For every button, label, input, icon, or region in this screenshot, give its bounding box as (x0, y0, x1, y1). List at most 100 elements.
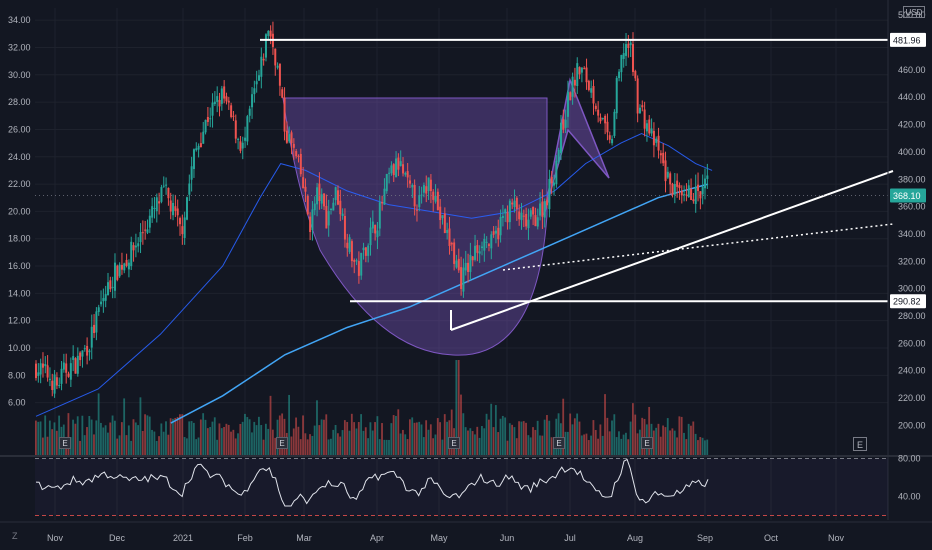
volume-bar (543, 419, 546, 455)
earnings-marker[interactable]: E (448, 437, 460, 449)
candle-body (492, 231, 495, 235)
candle-body (90, 326, 93, 348)
volume-bar (571, 424, 574, 455)
volume-bar (227, 424, 230, 455)
volume-bar (44, 415, 47, 455)
volume-bar (146, 415, 149, 455)
volume-bar (706, 439, 709, 455)
volume-bar (457, 360, 460, 455)
candle-body (429, 179, 432, 192)
cup-shading (282, 97, 548, 356)
candle-body (474, 245, 477, 260)
candle-body (462, 267, 465, 292)
volume-bar (620, 438, 623, 455)
volume-bar (641, 417, 644, 455)
candle-body (513, 200, 516, 208)
earnings-toggle-button[interactable]: E (853, 437, 867, 451)
volume-bar (234, 438, 237, 455)
rsi-band (35, 458, 888, 516)
volume-bar (369, 422, 372, 455)
candle-body (636, 78, 639, 114)
volume-bar (471, 431, 474, 455)
candle-body (369, 227, 372, 246)
candle-body (504, 209, 507, 214)
cup-pattern (282, 77, 610, 356)
candle-body (659, 153, 662, 156)
volume-bar (669, 430, 671, 455)
candle-body (606, 121, 609, 133)
volume-bar (230, 431, 232, 455)
volume-bar (550, 437, 553, 455)
earnings-marker[interactable]: E (641, 437, 653, 449)
volume-bar (139, 397, 142, 455)
candle-body (432, 191, 435, 200)
left-axis-tick: 18.00 (8, 234, 31, 244)
candle-body (241, 142, 244, 149)
candle-body (460, 267, 463, 290)
volume-bar (278, 415, 281, 455)
volume-bar (251, 432, 253, 455)
right-axis-tick: 360.00 (898, 202, 926, 212)
volume-bar (188, 421, 191, 455)
volume-bar (443, 414, 446, 455)
candle-body (206, 116, 209, 122)
candle-body (313, 203, 316, 211)
usd-currency-badge[interactable]: USD (903, 6, 925, 18)
candle-body (515, 197, 518, 210)
candle-body (494, 230, 497, 234)
volume-bar (130, 440, 133, 455)
candle-body (476, 245, 479, 253)
candle-body (511, 202, 514, 205)
candle-body (673, 184, 676, 195)
volume-bar (415, 422, 418, 455)
candle-body (216, 96, 219, 102)
volume-bar (348, 430, 351, 455)
candle-body (46, 365, 49, 378)
volume-bar (204, 419, 207, 455)
month-label: Sep (697, 533, 713, 543)
volume-bar (137, 425, 140, 455)
candle-body (518, 211, 521, 220)
volume-bar (397, 409, 400, 455)
candle-body (439, 206, 442, 221)
volume-bar (564, 431, 567, 455)
volume-bar (51, 429, 54, 455)
candle-body (701, 186, 704, 195)
candle-body (613, 111, 616, 136)
volume-bar (580, 435, 583, 455)
candle-body (130, 241, 133, 267)
volume-bar (355, 428, 358, 455)
candle-body (469, 254, 472, 272)
volume-bar (202, 413, 205, 455)
volume-bar (367, 438, 369, 455)
volume-bars (35, 360, 709, 455)
candle-body (534, 215, 537, 227)
volume-bar (195, 439, 198, 455)
candle-body (543, 200, 546, 218)
month-label: Nov (828, 533, 845, 543)
earnings-marker[interactable]: E (59, 437, 71, 449)
candle-body (501, 216, 504, 218)
left-axis-tick: 30.00 (8, 70, 31, 80)
candle-body (374, 224, 377, 234)
volume-bar (627, 439, 630, 455)
timezone-button[interactable]: Z (12, 531, 18, 541)
candle-body (297, 155, 300, 157)
candle-body (641, 105, 644, 108)
candle-body (625, 44, 628, 56)
month-label: Feb (237, 533, 253, 543)
candle-body (632, 44, 635, 72)
candle-body (237, 138, 240, 140)
volume-bar (185, 438, 188, 455)
earnings-marker[interactable]: E (276, 437, 288, 449)
moving-averages (35, 132, 713, 424)
candle-body (362, 247, 365, 251)
candle-body (97, 307, 100, 313)
candle-body (597, 109, 600, 116)
volume-bar (167, 434, 170, 455)
earnings-marker[interactable]: E (553, 437, 565, 449)
volume-bar (327, 439, 330, 455)
